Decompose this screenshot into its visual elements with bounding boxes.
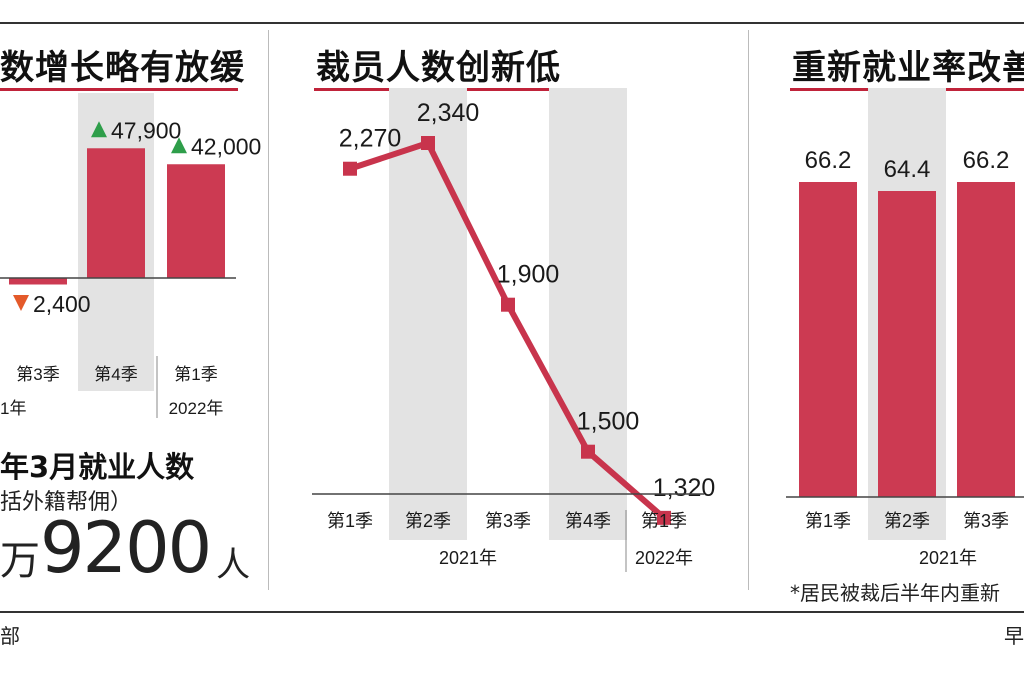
chart2-tick-label: 第2季 <box>405 511 451 531</box>
chart1-bar <box>9 278 67 285</box>
chart3-data-label: 66.2 <box>963 147 1010 174</box>
chart1-year-label: 1年 <box>0 399 26 418</box>
chart3-data-label: 66.2 <box>805 147 852 174</box>
chart1-year-label: 2022年 <box>169 399 224 418</box>
chart1-tick-label: 第1季 <box>174 365 217 384</box>
chart1-data-label: 42,000 <box>191 133 261 159</box>
total-unit: 人 <box>216 545 251 585</box>
chart2-tick-label: 第3季 <box>485 511 531 531</box>
chart3-tick-label: 第3季 <box>963 511 1009 531</box>
credit-text: 早 <box>1004 624 1024 648</box>
chart2-data-label: 2,270 <box>339 125 402 153</box>
chart1-bar <box>167 164 225 278</box>
chart3-data-label: 64.4 <box>884 156 931 183</box>
total-figure: 万9200 人 <box>0 510 250 590</box>
chart2-shade-band <box>549 88 627 540</box>
source-text: 部 <box>0 624 20 648</box>
right-panel-title: 重新就业率改善 <box>792 48 1024 88</box>
right-footnote: *居民被裁后半年内重新 <box>790 581 1000 605</box>
chart2-tick-label: 第1季 <box>641 511 687 531</box>
chart1-data-label: 47,900 <box>111 117 181 143</box>
total-caption-line2: 括外籍帮佣） <box>0 490 133 515</box>
chart1-down-triangle <box>13 295 29 311</box>
chart3-year-label: 2021年 <box>919 548 977 568</box>
total-number: 9200 <box>40 507 212 589</box>
bottom-rule <box>0 611 1024 613</box>
panel-separator-right <box>748 30 749 590</box>
chart1-up-triangle <box>91 121 107 138</box>
chart2-tick-label: 第1季 <box>327 511 373 531</box>
chart2-point <box>343 161 357 176</box>
chart2-data-label: 2,340 <box>417 99 480 127</box>
chart3-tick-label: 第1季 <box>805 511 851 531</box>
left-panel-title: 数增长略有放缓 <box>0 48 245 88</box>
top-rule <box>0 22 1024 24</box>
chart2-point <box>501 297 515 312</box>
chart2-year-label: 2021年 <box>439 548 497 568</box>
left-title-rule <box>0 88 238 91</box>
chart3-bar <box>799 182 857 497</box>
total-prefix: 万 <box>0 538 40 584</box>
chart3-tick-label: 第2季 <box>884 511 930 531</box>
chart1-data-label: 2,400 <box>33 291 91 317</box>
mid-panel-title: 裁员人数创新低 <box>316 48 561 88</box>
chart2-point <box>421 136 435 150</box>
chart1-bar <box>87 148 145 278</box>
panel-separator-left <box>268 30 269 590</box>
chart3-bar <box>878 191 936 497</box>
chart1-tick-label: 第4季 <box>94 365 137 384</box>
chart2-shade-band <box>389 88 467 540</box>
total-caption-line1: 年3月就业人数 <box>0 450 195 484</box>
chart2-data-label: 1,320 <box>653 474 716 502</box>
chart1-up-triangle <box>171 137 187 154</box>
chart2-tick-label: 第4季 <box>565 511 611 531</box>
chart2-point <box>581 444 595 459</box>
chart1-tick-label: 第3季 <box>16 365 59 384</box>
chart2-year-label: 2022年 <box>635 548 693 568</box>
chart2-data-label: 1,900 <box>497 261 560 289</box>
chart2-data-label: 1,500 <box>577 408 640 436</box>
chart2-point <box>657 510 671 525</box>
chart3-bar <box>957 182 1015 497</box>
